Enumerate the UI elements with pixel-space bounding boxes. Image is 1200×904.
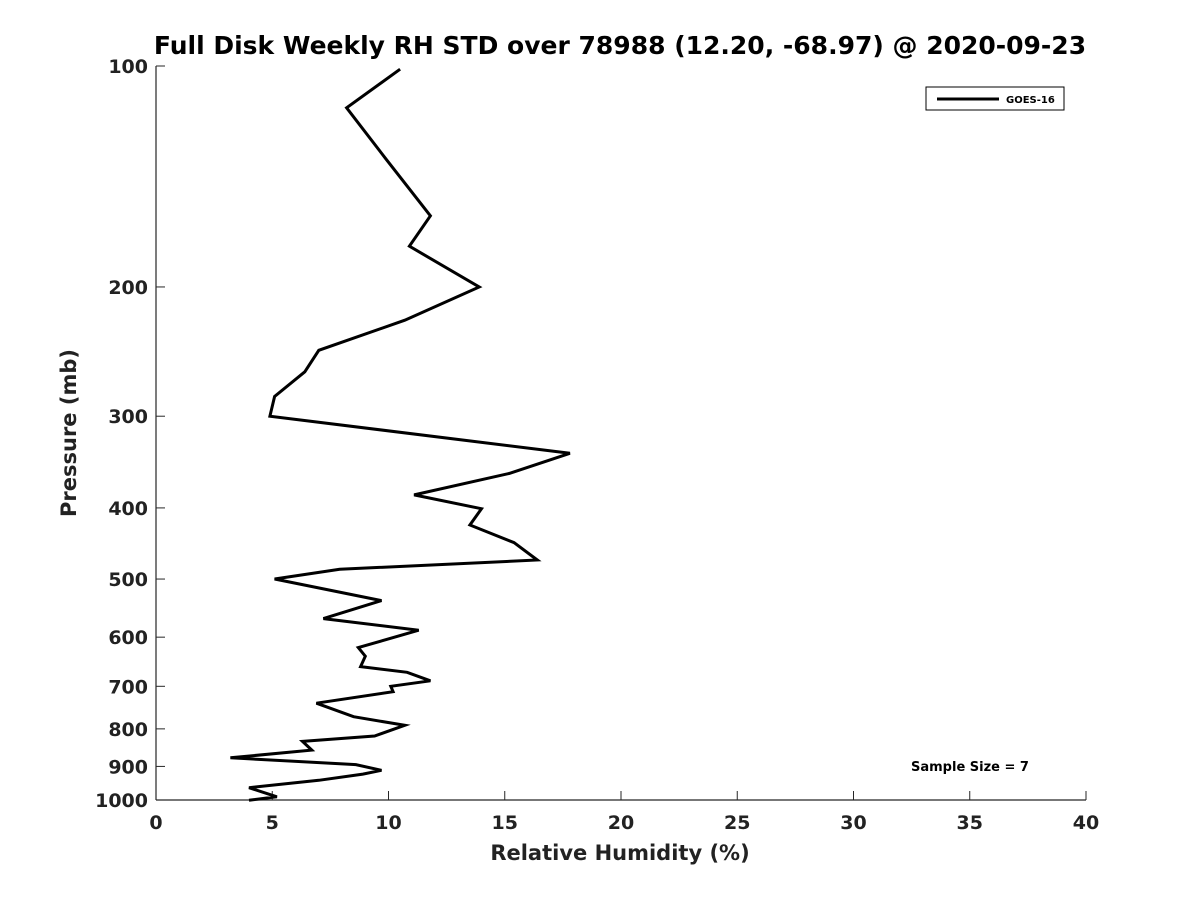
- x-tick-label: 25: [724, 812, 750, 834]
- series-layer: [230, 67, 571, 802]
- x-tick-label: 40: [1073, 812, 1099, 834]
- y-tick-label: 600: [108, 627, 148, 649]
- legend: GOES-16: [925, 86, 1065, 111]
- x-tick-label: 35: [957, 812, 983, 834]
- sample-size-annotation: Sample Size = 7: [911, 760, 1029, 775]
- legend-label-goes-16: GOES-16: [1006, 95, 1055, 106]
- y-tick-label: 500: [108, 569, 148, 591]
- x-tick-label: 15: [492, 812, 518, 834]
- y-tick-label: 800: [108, 719, 148, 741]
- y-tick-label: 700: [108, 676, 148, 698]
- y-tick-label: 900: [108, 756, 148, 778]
- y-tick-label: 300: [108, 406, 148, 428]
- x-tick-label: 0: [149, 812, 162, 834]
- y-axis-ticks: 100 200 300 400 500 600 700 800 900 1000: [95, 56, 165, 812]
- x-tick-label: 20: [608, 812, 634, 834]
- x-axis-label: Relative Humidity (%): [490, 841, 749, 865]
- y-tick-label: 400: [108, 498, 148, 520]
- x-tick-label: 10: [375, 812, 401, 834]
- y-tick-label: 100: [108, 56, 148, 78]
- y-tick-label: 200: [108, 277, 148, 299]
- y-axis-label: Pressure (mb): [57, 349, 81, 517]
- series-line-goes-16: [230, 67, 571, 802]
- x-axis-ticks: 0 5 10 15 20 25 30 35 40: [149, 791, 1099, 834]
- chart-title: Full Disk Weekly RH STD over 78988 (12.2…: [154, 31, 1086, 60]
- x-tick-label: 5: [266, 812, 279, 834]
- x-tick-label: 30: [840, 812, 866, 834]
- y-tick-label: 1000: [95, 790, 148, 812]
